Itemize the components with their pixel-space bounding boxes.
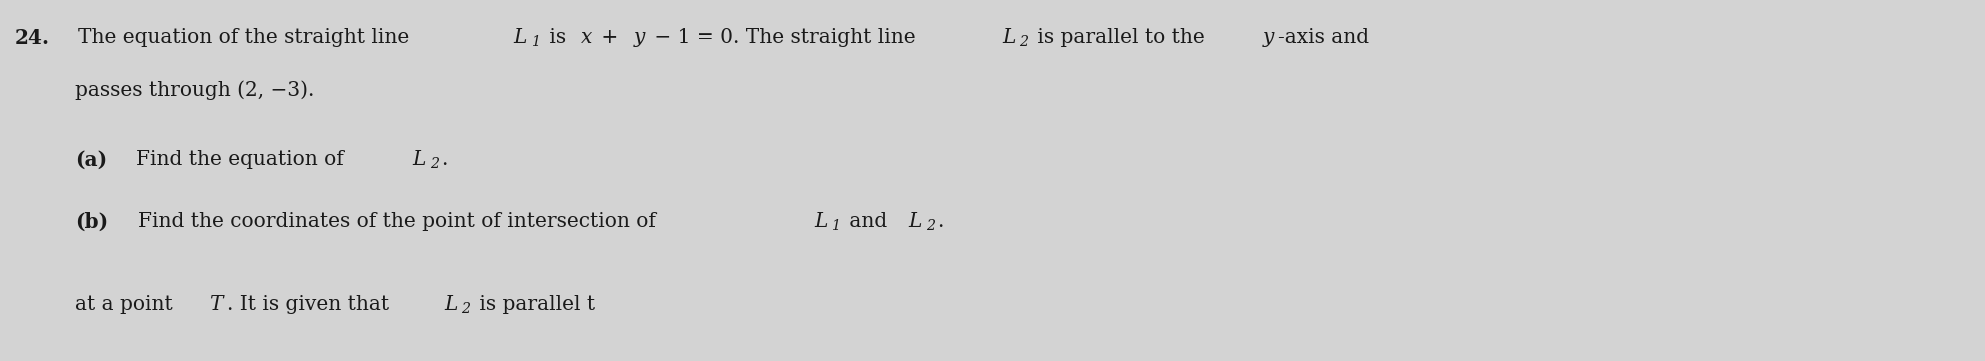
Text: at a point: at a point bbox=[75, 295, 179, 314]
Text: y: y bbox=[1262, 28, 1274, 47]
Text: Find the equation of: Find the equation of bbox=[137, 150, 351, 169]
Text: -axis and: -axis and bbox=[1278, 28, 1370, 47]
Text: +: + bbox=[596, 28, 625, 47]
Text: L: L bbox=[814, 212, 828, 231]
Text: The equation of the straight line: The equation of the straight line bbox=[77, 28, 415, 47]
Text: L: L bbox=[514, 28, 528, 47]
Text: .: . bbox=[937, 212, 943, 231]
Text: x: x bbox=[582, 28, 592, 47]
Text: 1: 1 bbox=[532, 35, 540, 49]
Text: .: . bbox=[441, 150, 449, 169]
Text: − 1 = 0. The straight line: − 1 = 0. The straight line bbox=[649, 28, 923, 47]
Text: . It is given that: . It is given that bbox=[226, 295, 395, 314]
Text: and: and bbox=[844, 212, 893, 231]
Text: L: L bbox=[445, 295, 457, 314]
Text: 1: 1 bbox=[832, 219, 840, 233]
Text: 2: 2 bbox=[925, 219, 935, 233]
Text: (a): (a) bbox=[75, 150, 107, 170]
Text: is parallel t: is parallel t bbox=[472, 295, 596, 314]
Text: is: is bbox=[542, 28, 572, 47]
Text: L: L bbox=[909, 212, 921, 231]
Text: 2: 2 bbox=[431, 157, 439, 171]
Text: y: y bbox=[633, 28, 645, 47]
Text: L: L bbox=[1002, 28, 1014, 47]
Text: T: T bbox=[208, 295, 222, 314]
Text: Find the coordinates of the point of intersection of: Find the coordinates of the point of int… bbox=[137, 212, 661, 231]
Text: 2: 2 bbox=[461, 302, 470, 316]
Text: is parallel to the: is parallel to the bbox=[1030, 28, 1211, 47]
Text: passes through (2, −3).: passes through (2, −3). bbox=[75, 80, 314, 100]
Text: 2: 2 bbox=[1018, 35, 1028, 49]
Text: L: L bbox=[413, 150, 427, 169]
Text: 24.: 24. bbox=[16, 28, 50, 48]
Text: (b): (b) bbox=[75, 212, 107, 232]
